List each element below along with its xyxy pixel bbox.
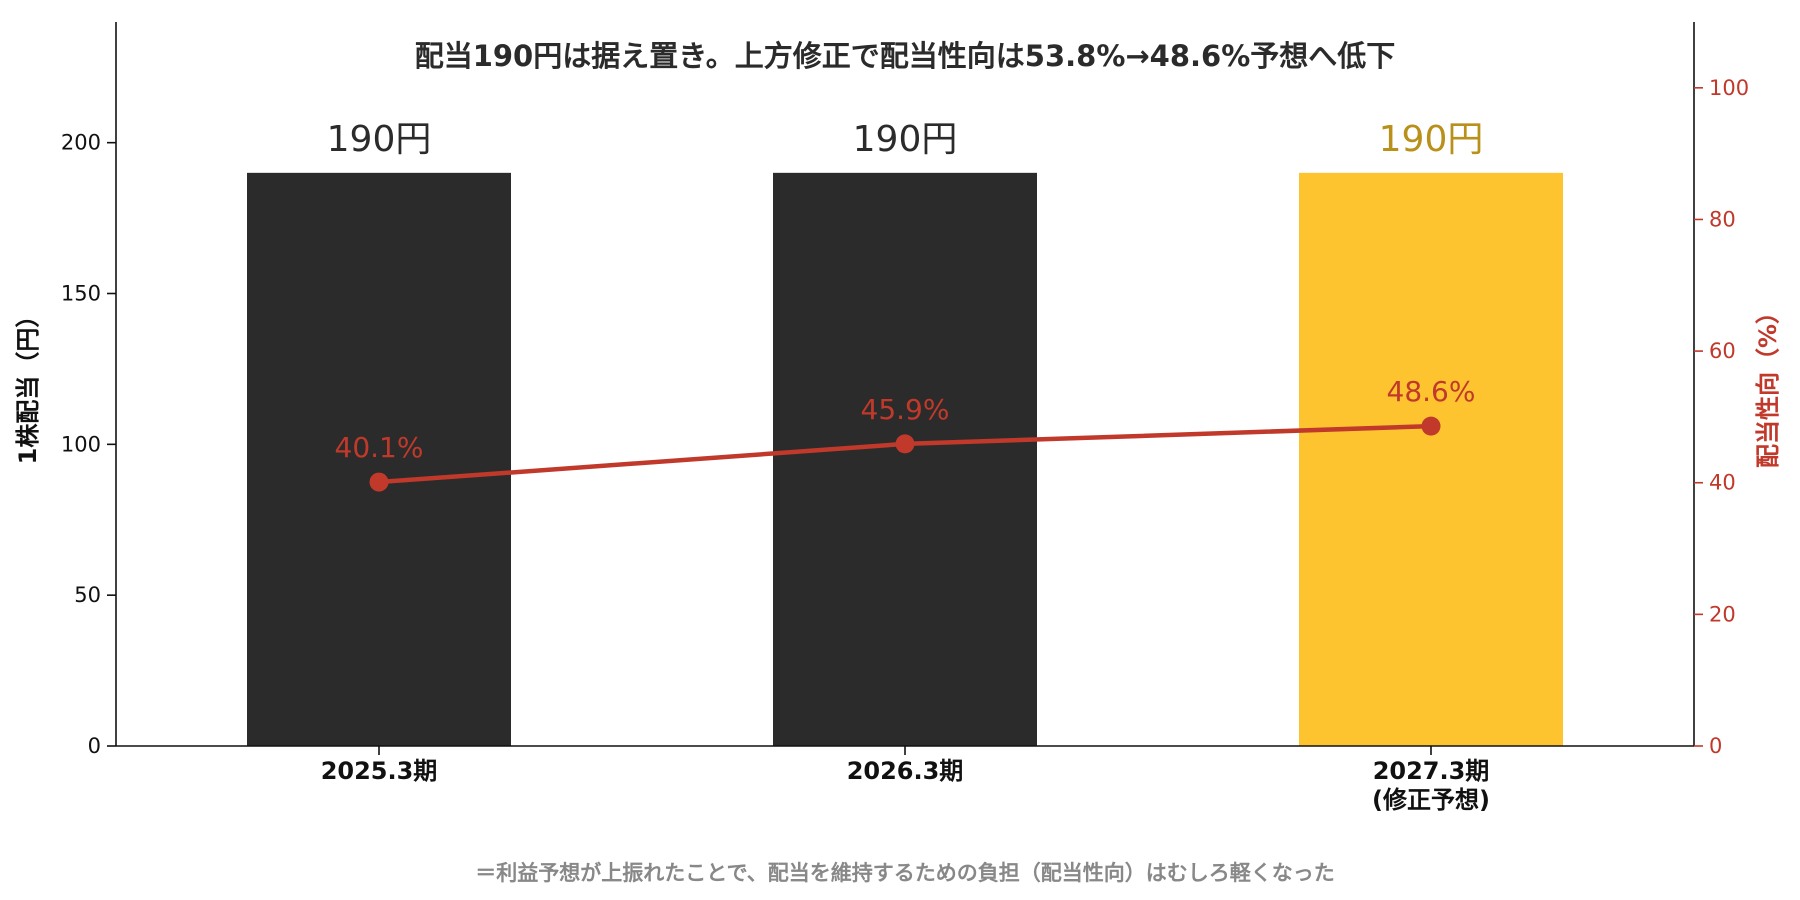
right-tick-label: 80 [1709, 207, 1736, 231]
ratio-value-label: 48.6% [1387, 375, 1476, 408]
ratio-point [369, 472, 389, 492]
chart-footnote: ＝利益予想が上振れたことで、配当を維持するための負担（配当性向）はむしろ軽くなっ… [475, 861, 1335, 885]
axes-layer: 0 50 100 150 200 0 20 40 60 80 100 2025.3期 2026.3期 20… [14, 22, 1782, 814]
ratio-value-label: 40.1% [335, 431, 424, 464]
left-axis-title: 1株配当（円） [14, 304, 42, 465]
x-tick-label: 2027.3期(修正予想) [1372, 757, 1490, 814]
right-tick-label: 40 [1709, 471, 1736, 495]
right-tick-label: 0 [1709, 734, 1722, 758]
left-tick-label: 150 [61, 282, 101, 306]
right-tick-label: 100 [1709, 76, 1749, 100]
left-tick-label: 50 [74, 583, 101, 607]
x-tick-label: 2025.3期 [321, 757, 438, 785]
ratio-value-label: 45.9% [861, 393, 950, 426]
right-axis-title: 配当性向（%） [1754, 300, 1782, 468]
x-tick-label: 2026.3期 [847, 757, 964, 785]
bar-value-label: 190円 [1379, 119, 1484, 160]
bar [773, 172, 1037, 747]
bar-value-label: 190円 [853, 119, 958, 160]
ratio-point [1421, 416, 1441, 436]
left-tick-label: 200 [61, 131, 101, 155]
right-tick-label: 20 [1709, 602, 1736, 626]
bar-layer: 190円 190円 190円 [247, 119, 1563, 747]
right-tick-label: 60 [1709, 339, 1736, 363]
chart-title: 配当190円は据え置き。上方修正で配当性向は53.8%→48.6%予想へ低下 [415, 39, 1396, 73]
left-tick-label: 0 [88, 734, 101, 758]
bar [247, 172, 511, 747]
left-tick-label: 100 [61, 432, 101, 456]
bar-value-label: 190円 [327, 119, 432, 160]
ratio-point [895, 434, 915, 454]
line-layer: 40.1% 45.9% 48.6% [335, 375, 1476, 492]
bar [1299, 172, 1563, 747]
